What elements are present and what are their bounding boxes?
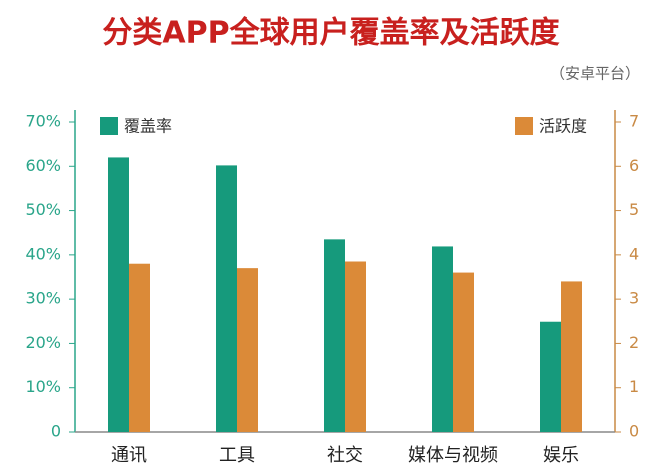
bar [540,321,561,432]
x-tick-label: 通讯 [111,445,147,466]
bar [216,165,237,432]
bar [453,272,474,432]
y-tick-label: 40% [25,244,61,263]
y-tick-label: 20% [25,333,61,352]
bar [237,268,258,432]
y2-tick-label: 5 [629,200,639,219]
x-tick-label: 工具 [219,445,255,466]
y-tick-label: 60% [25,156,61,175]
bar [432,246,453,432]
bar [561,281,582,432]
y-tick-label: 50% [25,200,61,219]
legend-swatch [100,117,118,135]
x-tick-label: 社交 [327,445,363,466]
bar [108,157,129,432]
y2-tick-label: 1 [629,377,639,396]
y-tick-label: 30% [25,289,61,308]
y-tick-label: 10% [25,377,61,396]
chart-subtitle: （安卓平台） [550,65,640,83]
y2-tick-label: 6 [629,156,639,175]
y-tick-label: 70% [25,112,61,131]
legend-label: 覆盖率 [124,117,172,136]
y2-tick-label: 2 [629,333,639,352]
bar [345,261,366,432]
bar [324,239,345,432]
y2-tick-label: 3 [629,289,639,308]
chart-title: 分类APP全球用户覆盖率及活跃度 [102,16,559,51]
y-tick-label: 0 [51,422,61,441]
x-tick-label: 媒体与视频 [408,445,498,466]
x-tick-label: 娱乐 [543,445,579,466]
legend-swatch [515,117,533,135]
legend-label: 活跃度 [539,117,587,136]
y2-tick-label: 4 [629,244,639,263]
bar [129,263,150,432]
y2-tick-label: 0 [629,422,639,441]
y2-tick-label: 7 [629,112,639,131]
